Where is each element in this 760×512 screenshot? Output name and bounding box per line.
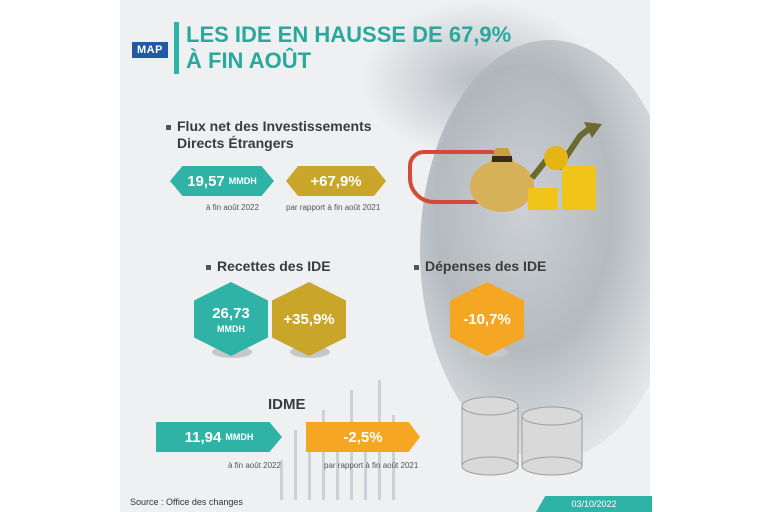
coin-stacks-icon bbox=[528, 146, 596, 210]
idme-change: -2,5% bbox=[343, 428, 383, 446]
idme-change-caption: par rapport à fin août 2021 bbox=[324, 461, 419, 470]
depenses-heading-text: Dépenses des IDE bbox=[425, 258, 547, 274]
idme-unit: MMDH bbox=[225, 432, 254, 442]
idme-value-badge: 11,94 MMDH bbox=[156, 422, 282, 452]
silver-coins-icon bbox=[461, 396, 583, 476]
recettes-change: +35,9% bbox=[283, 310, 335, 328]
flux-heading: Flux net des Investissements Directs Étr… bbox=[166, 118, 372, 152]
money-bag-icon bbox=[470, 122, 602, 212]
bullet-icon bbox=[414, 264, 419, 270]
map-logo: MAP bbox=[132, 42, 168, 58]
depenses-heading: Dépenses des IDE bbox=[414, 258, 546, 275]
flux-value-badge: 19,57 MMDH bbox=[170, 166, 274, 196]
flux-heading-line-1: Flux net des Investissements bbox=[177, 118, 372, 134]
recettes-heading: Recettes des IDE bbox=[206, 258, 331, 275]
title-accent-bar bbox=[174, 22, 179, 74]
recettes-heading-text: Recettes des IDE bbox=[217, 258, 331, 274]
flux-value-caption: à fin août 2022 bbox=[206, 203, 259, 212]
page-title: LES IDE EN HAUSSE DE 67,9% À FIN AOÛT bbox=[186, 22, 511, 74]
idme-change-badge: -2,5% bbox=[306, 422, 420, 452]
depenses-change: -10,7% bbox=[463, 310, 511, 328]
flux-change: +67,9% bbox=[310, 172, 362, 190]
idme-value: 11,94 bbox=[184, 428, 222, 446]
recettes-value-badge: 26,73 MMDH bbox=[194, 282, 268, 356]
title-line-2: À FIN AOÛT bbox=[186, 48, 312, 73]
bullet-icon bbox=[166, 124, 171, 130]
flux-change-caption: par rapport à fin août 2021 bbox=[286, 203, 381, 212]
recettes-unit: MMDH bbox=[217, 323, 245, 334]
background-portrait bbox=[420, 40, 650, 460]
flux-heading-line-2: Directs Étrangers bbox=[177, 135, 294, 151]
idme-heading: IDME bbox=[268, 396, 306, 413]
publication-date: 03/10/2022 bbox=[536, 496, 652, 512]
idme-value-caption: à fin août 2022 bbox=[228, 461, 281, 470]
depenses-change-badge: -10,7% bbox=[450, 282, 524, 356]
flux-value: 19,57 bbox=[187, 172, 225, 190]
source-note: Source : Office des changes bbox=[130, 497, 243, 507]
recettes-change-badge: +35,9% bbox=[272, 282, 346, 356]
flux-change-badge: +67,9% bbox=[286, 166, 386, 196]
bullet-icon bbox=[206, 264, 211, 270]
title-line-1: LES IDE EN HAUSSE DE 67,9% bbox=[186, 22, 512, 47]
flux-unit: MMDH bbox=[228, 176, 257, 186]
recettes-value: 26,73 bbox=[212, 304, 250, 322]
